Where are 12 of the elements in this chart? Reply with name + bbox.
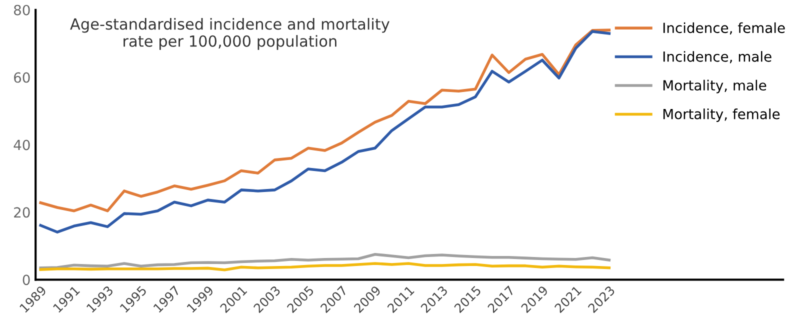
y-tick-label: 0	[22, 274, 30, 286]
legend-label: Mortality, female	[663, 108, 780, 122]
legend-label: Incidence, male	[663, 51, 772, 64]
y-tick-label: 80	[14, 4, 30, 16]
text: Age-standardised incidence and mortality rate per 100,000 population	[70, 18, 390, 50]
line-series	[39, 252, 611, 270]
line-series	[39, 262, 611, 272]
legend-label: Mortality, male	[663, 80, 766, 94]
y-tick-label: 20	[14, 207, 30, 218]
legend-label: Incidence, female	[663, 22, 785, 35]
y-tick-label: 40	[14, 140, 30, 150]
y-tick-label: 60	[14, 72, 30, 83]
